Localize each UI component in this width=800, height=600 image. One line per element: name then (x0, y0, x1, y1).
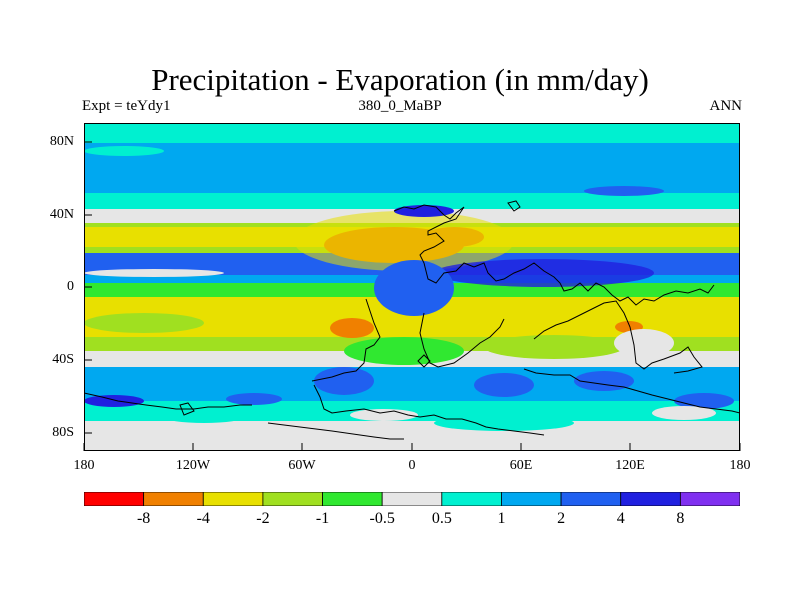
legend-label: 4 (616, 510, 625, 527)
legend-swatch (381, 492, 443, 506)
legend-label: -1 (315, 510, 330, 527)
precipitation-evaporation-map (84, 123, 740, 451)
legend-swatch (679, 492, 740, 506)
coastline-south-1 (313, 384, 545, 436)
coastline-south-2 (267, 422, 404, 440)
legend-label: -0.5 (369, 510, 395, 527)
x-tick-label: 120E (615, 458, 645, 473)
y-tick-label: 0 (67, 279, 74, 294)
island-south-1 (179, 402, 195, 416)
coastline-africa (419, 312, 505, 368)
continent-wet-core (374, 260, 454, 316)
south-green-west (84, 313, 204, 333)
y-tick-label: 40S (52, 352, 74, 367)
south-white-1 (350, 409, 418, 421)
x-tick-label: 0 (408, 458, 416, 473)
coastline-east (533, 300, 703, 374)
legend-swatch (262, 492, 323, 506)
x-tick-label: 60W (288, 458, 316, 473)
legend-label: -2 (256, 510, 270, 527)
south-white-2 (652, 406, 716, 420)
experiment-label: Expt = teYdy1 (82, 98, 171, 114)
legend-label: 1 (497, 510, 506, 527)
coastline-south-3 (84, 392, 252, 410)
south-storm-blue-4 (226, 393, 282, 405)
south-storm-blue-5 (84, 395, 144, 407)
legend-label: -8 (136, 510, 151, 527)
x-tick-label: 60E (509, 458, 533, 473)
band-north-polar (84, 123, 740, 143)
legend-swatch (202, 492, 264, 506)
axis-ticks (83, 141, 741, 451)
x-tick-label: 180 (73, 458, 95, 473)
south-green-center (344, 337, 464, 365)
north-wet-patch (584, 186, 664, 196)
y-tick-label: 80N (49, 134, 74, 149)
south-storm-blue-6 (674, 393, 734, 409)
coastline-north (393, 204, 715, 306)
south-storm-blue-2 (474, 373, 534, 397)
legend-label: 0.5 (431, 510, 452, 527)
band-south-edge (84, 401, 740, 421)
legend-label: -4 (196, 510, 210, 527)
y-tick-label: 80S (52, 425, 74, 440)
time-slice-label: 380_0_MaBP (358, 98, 442, 114)
itcz-west-white (84, 269, 224, 277)
legend-swatch (560, 492, 622, 506)
coastline-south-4 (523, 368, 740, 414)
y-tick-label: 40N (49, 207, 74, 222)
legend-swatch (322, 492, 383, 506)
south-orange-west (330, 318, 374, 338)
field-layer (84, 123, 740, 451)
continent-east-green (614, 329, 674, 357)
x-tick-label: 120W (175, 458, 211, 473)
south-green-right (484, 335, 624, 359)
desert-yellow (294, 211, 514, 271)
coastlines (84, 200, 740, 440)
legend-swatch (501, 492, 562, 506)
itcz-east (434, 259, 654, 287)
south-cyan-2 (434, 415, 574, 431)
legend-label: 8 (676, 510, 685, 527)
x-tick-label: 180 (729, 458, 751, 473)
coastline-west (311, 298, 381, 382)
season-label: ANN (709, 98, 743, 114)
legend-swatch (84, 492, 145, 506)
band-north-edge (84, 193, 740, 209)
legend-swatch (143, 492, 204, 506)
island-north (507, 200, 521, 212)
legend-label: 2 (557, 510, 566, 527)
legend-colorbar (84, 492, 740, 506)
tick-marks (83, 141, 741, 451)
legend-swatch (441, 492, 502, 506)
band-north-storm (84, 143, 740, 165)
island-south-2 (417, 354, 431, 368)
map-title: Precipitation - Evaporation (in mm/day) (151, 62, 649, 97)
legend-swatch (620, 492, 681, 506)
north-wet-west (84, 146, 164, 156)
south-storm-blue-1 (314, 367, 374, 395)
